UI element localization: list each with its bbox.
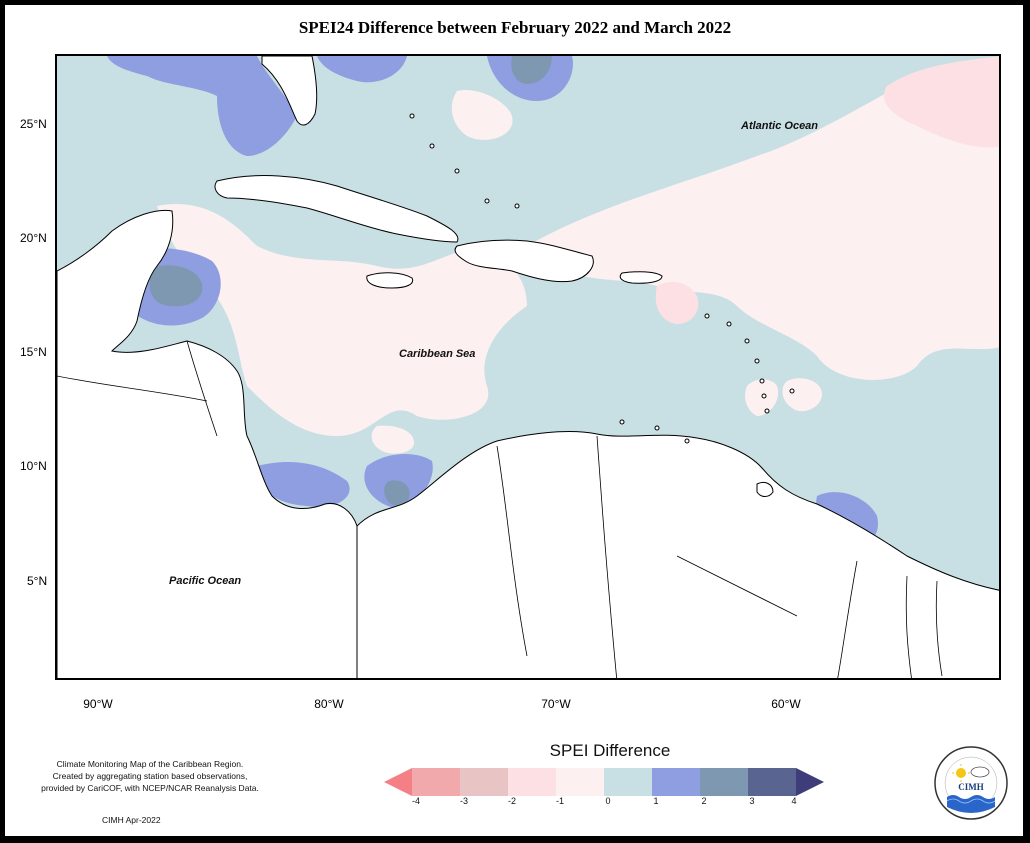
land	[57, 56, 999, 678]
legend-bin-7	[700, 768, 748, 796]
legend-bin-4	[556, 768, 604, 796]
footnote-line-2: Created by aggregating station based obs…	[52, 771, 248, 781]
legend-colorbar	[384, 768, 824, 796]
map-canvas	[57, 56, 999, 678]
legend-tick: 2	[701, 796, 707, 806]
legend-title: SPEI Difference	[549, 741, 671, 760]
neg-mid-zones	[655, 56, 999, 324]
cimh-logo: CIMH	[934, 746, 1008, 820]
legend-tick: 0	[605, 796, 611, 806]
credit-text: CIMH Apr-2022	[102, 815, 161, 825]
legend-arrow-left	[384, 768, 412, 796]
legend-bin-1	[412, 768, 460, 796]
map-title: SPEI24 Difference between February 2022 …	[298, 18, 732, 37]
legend-bin-8	[748, 768, 796, 796]
borders	[57, 340, 943, 678]
footnote-line-1: Climate Monitoring Map of the Caribbean …	[56, 759, 244, 769]
legend-bin-6	[652, 768, 700, 796]
legend-arrow-right	[796, 768, 824, 796]
lon-tick-70w: 70°W	[541, 697, 571, 711]
legend-bin-3	[508, 768, 556, 796]
map-footnote: Climate Monitoring Map of the Caribbean …	[30, 758, 270, 794]
pacific-ocean-label: Pacific Ocean	[169, 575, 242, 587]
legend-tick: 1	[653, 796, 659, 806]
lat-tick-10n: 10°N	[20, 459, 47, 473]
atlantic-ocean-label: Atlantic Ocean	[741, 120, 819, 132]
lat-tick-20n: 20°N	[20, 231, 47, 245]
lon-tick-60w: 60°W	[771, 697, 801, 711]
legend-tick: -4	[411, 796, 420, 806]
neg-light-zones	[109, 56, 999, 454]
lat-tick-5n: 5°N	[27, 574, 48, 588]
legend-bin-2	[460, 768, 508, 796]
lat-tick-25n: 25°N	[20, 117, 47, 131]
spei-map: Atlantic Ocean Caribbean Sea Pacific Oce…	[55, 54, 1001, 680]
legend-bin-5	[604, 768, 652, 796]
pos-strong-zones	[149, 56, 552, 506]
lon-tick-80w: 80°W	[314, 697, 344, 711]
caribbean-sea-label: Caribbean Sea	[399, 348, 476, 360]
logo-text: CIMH	[958, 782, 984, 792]
legend-tick: -2	[507, 796, 516, 806]
legend-tick: 4	[791, 796, 797, 806]
legend-tick: 3	[749, 796, 755, 806]
legend-tick: -3	[459, 796, 468, 806]
legend-tick: -1	[555, 796, 564, 806]
footnote-line-3: provided by CariCOF, with NCEP/NCAR Rean…	[41, 783, 259, 793]
lon-tick-90w: 90°W	[83, 697, 113, 711]
lat-tick-15n: 15°N	[20, 345, 47, 359]
